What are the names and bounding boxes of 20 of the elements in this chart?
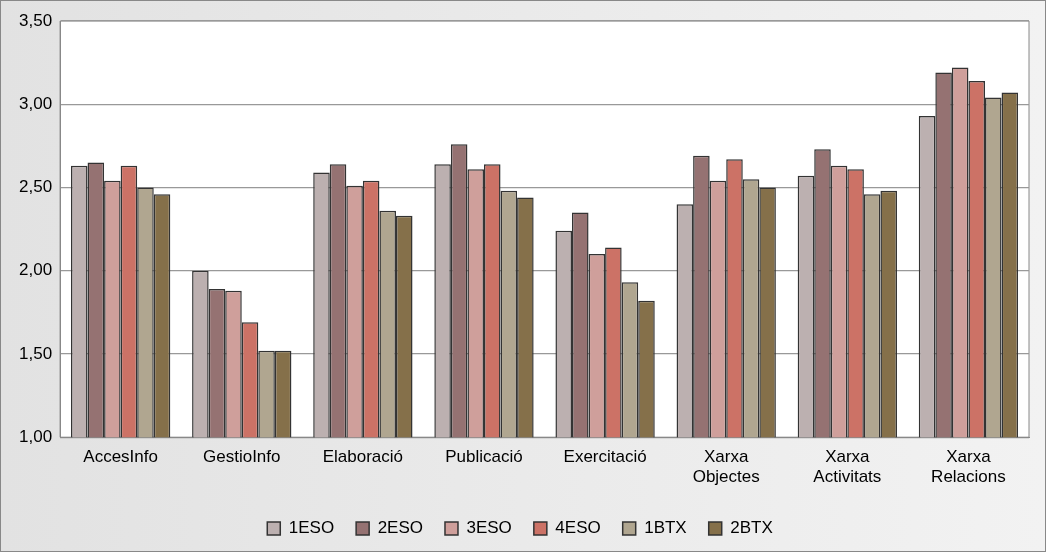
x-tick-label: AccesInfo [83,447,158,467]
x-tick-label: Xarxa Relacions [931,447,1006,487]
legend-label: 4ESO [555,518,601,538]
y-tick-label: 1,50 [18,343,53,363]
x-tick-label: Xarxa Activitats [813,447,882,487]
x-tick-label: Xarxa Objectes [692,447,760,487]
y-tick-label: 2,50 [18,177,53,197]
y-tick-label: 2,00 [18,260,53,280]
legend-label: 2BTX [730,518,773,538]
legend-label: 3ESO [466,518,512,538]
y-tick-label: 3,00 [18,93,53,113]
y-tick-label: 3,50 [18,10,53,30]
legend-label: 1BTX [644,518,687,538]
legend-label: 2ESO [377,518,423,538]
x-tick-label: Publicació [445,447,523,467]
legend-label: 1ESO [288,518,335,538]
x-tick-label: Exercitació [563,447,647,467]
x-tick-label: GestioInfo [203,447,281,467]
x-tick-label: Elaboració [322,447,404,467]
y-tick-label: 1,00 [18,426,53,446]
